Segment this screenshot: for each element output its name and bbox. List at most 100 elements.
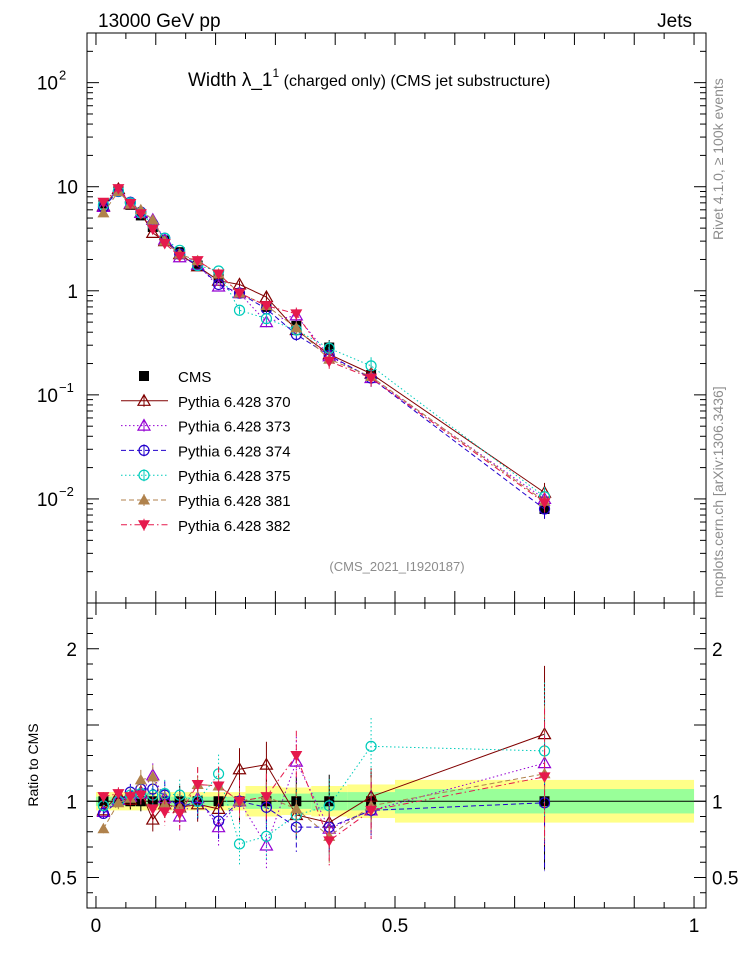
series-6 (97, 184, 551, 513)
data-point (97, 822, 110, 834)
mcplots-label: mcplots.cern.ch [arXiv:1306.3436] (710, 386, 726, 598)
data-point (538, 498, 551, 509)
plot-title: Width λ_11 (charged only) (CMS jet subst… (188, 66, 550, 91)
data-point (112, 789, 125, 800)
legend-label: CMS (178, 369, 211, 386)
series-line (103, 187, 545, 504)
x-tick-label: 1 (689, 916, 700, 937)
data-point (233, 838, 246, 850)
data-point (323, 836, 336, 847)
data-point (97, 197, 110, 209)
data-point (260, 301, 273, 312)
ratio-series-6 (97, 708, 551, 868)
y-tick-exponent: 2 (59, 68, 66, 83)
x-tick-label: 0.5 (382, 916, 408, 937)
y-tick-exponent: −2 (59, 484, 74, 499)
y-tick-label: 10 (37, 386, 58, 407)
legend-label: Pythia 6.428 373 (178, 419, 291, 436)
main-frame (86, 32, 707, 604)
legend-label: Pythia 6.428 381 (178, 493, 291, 510)
title-sup: 1 (272, 66, 279, 80)
data-point (112, 796, 125, 808)
data-point (124, 198, 137, 210)
data-point (211, 819, 226, 833)
data-point (212, 781, 225, 792)
data-point (146, 804, 159, 815)
ratio-y-tick-label: 0.5 (51, 869, 77, 890)
data-point (260, 313, 273, 325)
data-point (173, 251, 186, 263)
data-point (139, 371, 149, 381)
data-point (146, 770, 159, 782)
data-point (134, 773, 147, 785)
data-point (290, 802, 303, 814)
data-point (138, 494, 150, 505)
data-point (173, 808, 186, 820)
title-sub: (charged only) (CMS jet substructure) (279, 73, 550, 90)
analysis-watermark: (CMS_2021_I1920187) (329, 559, 464, 574)
y-tick-label: 10 (37, 490, 58, 511)
data-point (290, 751, 303, 762)
data-point (138, 520, 150, 531)
main-series-group (96, 181, 552, 519)
x-tick-label: 0 (91, 916, 102, 937)
legend-label: Pythia 6.428 375 (178, 468, 291, 485)
ratio-y-tick-label-right: 2 (712, 640, 723, 661)
y-tick-label: 10 (57, 178, 78, 199)
data-point (146, 213, 159, 225)
data-point (260, 792, 273, 803)
series-line (103, 190, 545, 502)
legend-label: Pythia 6.428 374 (178, 443, 291, 460)
y-tick-exponent: −1 (59, 380, 74, 395)
ratio-frame (86, 602, 707, 909)
data-point (158, 807, 171, 818)
data-point (233, 288, 246, 300)
data-point (138, 469, 150, 481)
data-point (136, 418, 152, 431)
data-point (145, 812, 160, 825)
data-point (365, 805, 378, 817)
data-point (259, 757, 274, 770)
data-point (136, 393, 152, 406)
ratio-series-line (103, 773, 545, 837)
data-point (323, 356, 336, 368)
data-point (112, 184, 125, 195)
data-point (134, 790, 147, 802)
data-point (138, 444, 150, 456)
legend-label: Pythia 6.428 370 (178, 394, 291, 411)
data-point (233, 796, 246, 808)
ratio-ylabel: Ratio to CMS (25, 723, 41, 806)
header-energy: 13000 GeV pp (98, 11, 221, 32)
ratio-series-group (96, 665, 552, 872)
data-point (158, 238, 171, 250)
data-point (191, 256, 204, 267)
rivet-label: Rivet 4.1.0, ≥ 100k events (710, 78, 726, 240)
data-point (289, 754, 304, 767)
data-point (259, 314, 274, 328)
ratio-y-tick-label: 2 (66, 640, 77, 661)
data-point (365, 373, 378, 385)
header-jets: Jets (657, 11, 692, 32)
legend-label: Pythia 6.428 382 (178, 518, 291, 535)
data-point (124, 792, 137, 803)
data-point (146, 224, 159, 236)
ratio-y-tick-label: 1 (66, 792, 77, 813)
data-point (538, 772, 551, 783)
data-point (97, 792, 110, 803)
y-tick-label: 10 (37, 74, 58, 95)
data-point (134, 209, 147, 220)
y-tick-label: 1 (67, 282, 78, 303)
data-point (97, 206, 110, 218)
legend: CMS Pythia 6.428 370 Pythia 6.428 373 Pythi… (121, 369, 291, 535)
data-point (233, 304, 246, 316)
data-point (260, 830, 273, 842)
data-point (191, 779, 204, 791)
data-point (365, 740, 377, 752)
data-point (290, 321, 303, 333)
x-axis: 0 0.5 1 (91, 33, 700, 937)
data-point (97, 807, 110, 820)
title-main: Width λ_1 (188, 70, 272, 91)
ratio-y-axis: 0.5 0.5 1 1 2 2 (51, 602, 738, 909)
